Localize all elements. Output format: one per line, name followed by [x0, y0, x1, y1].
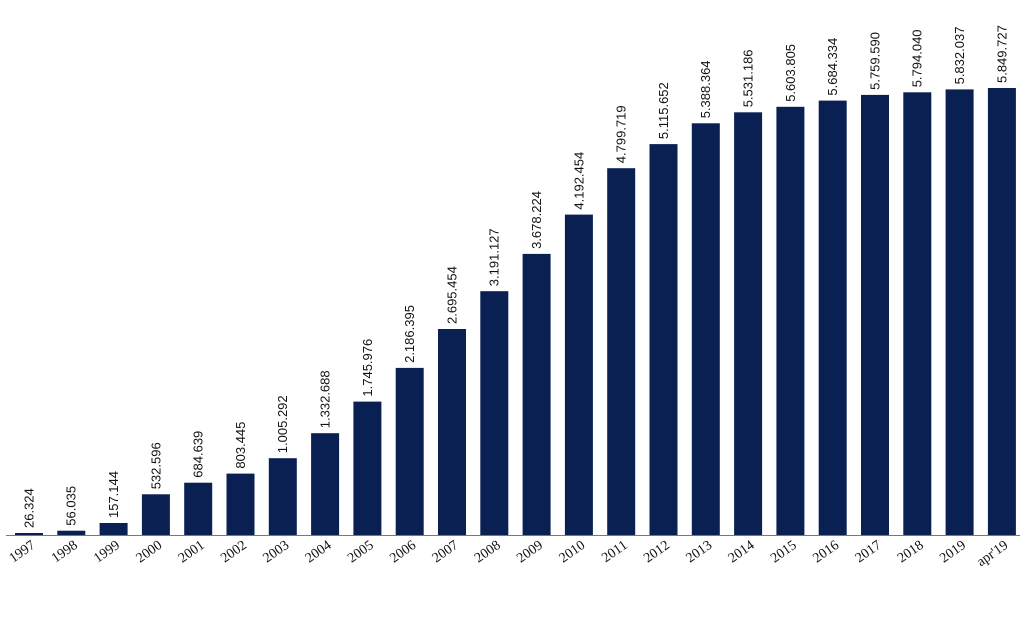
x-tick-label-2018: 2018: [895, 538, 927, 566]
x-tick-label-2000: 2000: [134, 538, 166, 566]
bar-2012: [649, 144, 678, 535]
bar-2018: [903, 92, 932, 536]
x-tick-label-2011: 2011: [599, 538, 630, 566]
bar-2014: [734, 112, 763, 536]
x-tick-label-2016: 2016: [810, 538, 842, 566]
value-label-1998: 56.035: [64, 486, 79, 526]
bar-2006: [395, 367, 424, 535]
bar-1998: [57, 530, 86, 535]
value-label-2000: 532.596: [148, 442, 163, 489]
value-label-2010: 4.192.454: [571, 152, 586, 210]
tick-labels-layer: 1997 1998 1999 2000 2001 2002 2003 2004 2005 2006…: [7, 538, 1011, 570]
value-label-2007: 2.695.454: [444, 266, 459, 324]
value-label-2011: 4.799.719: [614, 105, 629, 163]
bar-2001: [184, 482, 213, 535]
value-label-2016: 5.684.334: [825, 38, 840, 96]
value-label-2014: 5.531.186: [741, 49, 756, 107]
x-tick-label-2015: 2015: [768, 538, 800, 566]
value-label-2001: 684.639: [191, 431, 206, 478]
value-label-2015: 5.603.805: [783, 44, 798, 102]
x-tick-label-apr'19: apr'19: [974, 538, 1011, 570]
x-tick-label-2010: 2010: [557, 538, 589, 566]
x-tick-label-2017: 2017: [853, 538, 885, 566]
value-label-2002: 803.445: [233, 422, 248, 469]
bar-2007: [438, 329, 466, 535]
value-label-2012: 5.115.652: [656, 82, 671, 139]
bar-2019: [945, 89, 974, 536]
bar-apr'19: [987, 88, 1016, 535]
x-tick-label-2002: 2002: [218, 538, 250, 566]
bar-2017: [861, 94, 889, 536]
value-label-1997: 26.324: [21, 488, 36, 528]
value-label-2017: 5.759.590: [867, 32, 882, 90]
value-label-apr'19: 5.849.727: [994, 25, 1009, 83]
bar-2003: [268, 458, 297, 535]
bar-2005: [353, 401, 382, 535]
value-label-1999: 157.144: [106, 471, 121, 518]
bar-2013: [691, 123, 720, 536]
bar-1997: [15, 533, 43, 535]
value-label-2009: 3.678.224: [529, 191, 544, 249]
value-label-2006: 2.186.395: [402, 305, 417, 363]
x-tick-label-2008: 2008: [472, 538, 504, 566]
value-label-2018: 5.794.040: [910, 29, 925, 87]
x-tick-label-2005: 2005: [345, 538, 377, 566]
x-tick-label-2004: 2004: [303, 538, 335, 566]
bar-2002: [226, 473, 255, 535]
bar-2000: [141, 494, 170, 535]
x-tick-label-2019: 2019: [937, 538, 969, 566]
value-label-2005: 1.745.976: [360, 339, 375, 397]
value-label-2008: 3.191.127: [487, 228, 502, 286]
bar-2008: [480, 291, 509, 535]
x-tick-label-2003: 2003: [261, 538, 293, 566]
x-tick-label-2014: 2014: [726, 538, 758, 566]
x-tick-label-2001: 2001: [176, 538, 208, 566]
x-tick-label-2013: 2013: [684, 538, 716, 566]
bar-2016: [818, 100, 847, 535]
x-tick-label-1999: 1999: [91, 538, 123, 566]
bar-2009: [522, 253, 551, 535]
x-tick-label-1997: 1997: [7, 538, 39, 566]
value-label-2003: 1.005.292: [275, 395, 290, 453]
value-label-2013: 5.388.364: [698, 60, 713, 118]
x-tick-label-1998: 1998: [49, 538, 81, 566]
x-tick-label-2006: 2006: [387, 538, 419, 566]
bars-layer: [15, 88, 1016, 536]
x-tick-label-2009: 2009: [514, 538, 546, 566]
bar-1999: [99, 523, 128, 535]
bar-2010: [564, 214, 593, 535]
bar-2015: [776, 106, 805, 536]
value-labels-layer: 26.324 56.035 157.144 532.596 684.639 803.445…: [21, 25, 1009, 528]
bar-2004: [311, 433, 340, 535]
value-label-2019: 5.832.037: [952, 27, 967, 85]
x-tick-label-2007: 2007: [430, 538, 462, 566]
x-tick-label-2012: 2012: [641, 538, 673, 566]
value-label-2004: 1.332.688: [318, 370, 333, 428]
bar-2011: [607, 168, 636, 535]
